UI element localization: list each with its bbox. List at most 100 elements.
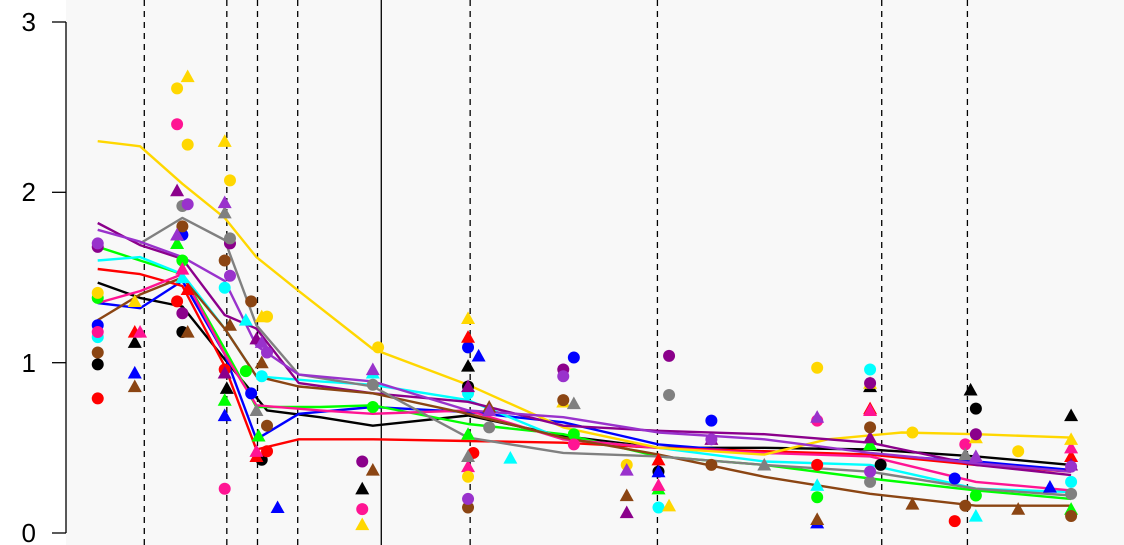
data-point (170, 227, 185, 241)
data-point (958, 447, 973, 461)
data-point (181, 138, 194, 151)
data-point (180, 325, 195, 338)
data-point (503, 451, 518, 464)
data-point (811, 458, 824, 471)
data-point (176, 307, 189, 320)
data-point (91, 237, 104, 250)
data-point (874, 458, 887, 471)
data-point (255, 370, 268, 383)
data-point (91, 358, 104, 371)
data-point (619, 462, 634, 476)
data-point (557, 370, 570, 383)
data-point (863, 430, 878, 444)
data-point (218, 482, 231, 495)
data-point (810, 478, 825, 491)
data-point (705, 414, 718, 427)
data-point (566, 396, 581, 410)
series-line-0 (97, 281, 1072, 467)
data-point (355, 517, 370, 531)
data-point (366, 378, 379, 391)
data-point (254, 355, 269, 369)
data-point (1042, 480, 1057, 493)
data-point (180, 282, 195, 296)
data-point (1064, 440, 1079, 454)
data-point (239, 365, 252, 378)
data-point (254, 335, 269, 348)
data-point (180, 69, 195, 83)
data-point (372, 341, 385, 354)
data-point (91, 346, 104, 359)
data-point (170, 183, 185, 197)
data-point (218, 254, 231, 267)
data-point (217, 134, 232, 147)
data-point (1011, 502, 1026, 515)
data-point (251, 428, 266, 442)
data-point (757, 457, 772, 471)
data-point (222, 318, 237, 331)
data-point (176, 254, 189, 267)
data-point (127, 379, 142, 393)
data-point (1065, 475, 1078, 488)
data-point (127, 294, 142, 307)
data-point (356, 503, 369, 516)
data-point (1064, 432, 1079, 445)
data-point (461, 330, 476, 343)
data-point (948, 472, 961, 485)
data-point (651, 464, 666, 478)
data-point (127, 365, 142, 379)
data-point (238, 313, 253, 326)
data-point (462, 341, 475, 354)
data-point (969, 402, 982, 415)
data-point (662, 498, 677, 512)
data-point (483, 421, 496, 434)
data-point (863, 403, 878, 416)
data-point (864, 421, 877, 434)
data-point (969, 489, 982, 502)
data-point (217, 408, 232, 422)
data-point (366, 400, 379, 413)
data-point (619, 488, 634, 502)
data-point (663, 349, 676, 362)
data-point (968, 508, 983, 522)
data-point (864, 465, 877, 478)
data-point (219, 381, 234, 394)
data-point (175, 270, 190, 284)
data-point (1065, 509, 1078, 522)
data-point (171, 82, 184, 95)
data-point (171, 295, 184, 308)
data-point (1064, 408, 1079, 422)
data-point (217, 393, 232, 406)
data-point (218, 281, 231, 294)
data-point (261, 419, 274, 432)
data-point (245, 387, 258, 400)
series-line-10 (97, 228, 1072, 473)
data-point (171, 118, 184, 131)
data-point (223, 232, 236, 245)
data-point (651, 478, 666, 491)
data-point (959, 499, 972, 512)
data-point (462, 470, 475, 483)
data-point (365, 462, 380, 476)
data-point (864, 363, 877, 376)
data-point (905, 497, 920, 510)
data-point (176, 220, 189, 233)
y-tick-label-1: 1 (22, 348, 36, 378)
y-tick-label-3: 3 (22, 7, 36, 37)
data-point (810, 512, 825, 525)
data-point (270, 500, 285, 514)
data-point (651, 452, 666, 466)
data-point (471, 348, 486, 362)
data-point (811, 491, 824, 504)
data-point (261, 346, 274, 359)
data-point (217, 195, 232, 209)
data-point (261, 445, 274, 458)
data-point (864, 377, 877, 390)
data-point (261, 310, 274, 323)
data-point (461, 379, 476, 393)
data-point (461, 459, 476, 473)
data-point (355, 481, 370, 495)
data-point (705, 433, 718, 446)
data-point (249, 403, 264, 416)
data-point (1065, 460, 1078, 473)
